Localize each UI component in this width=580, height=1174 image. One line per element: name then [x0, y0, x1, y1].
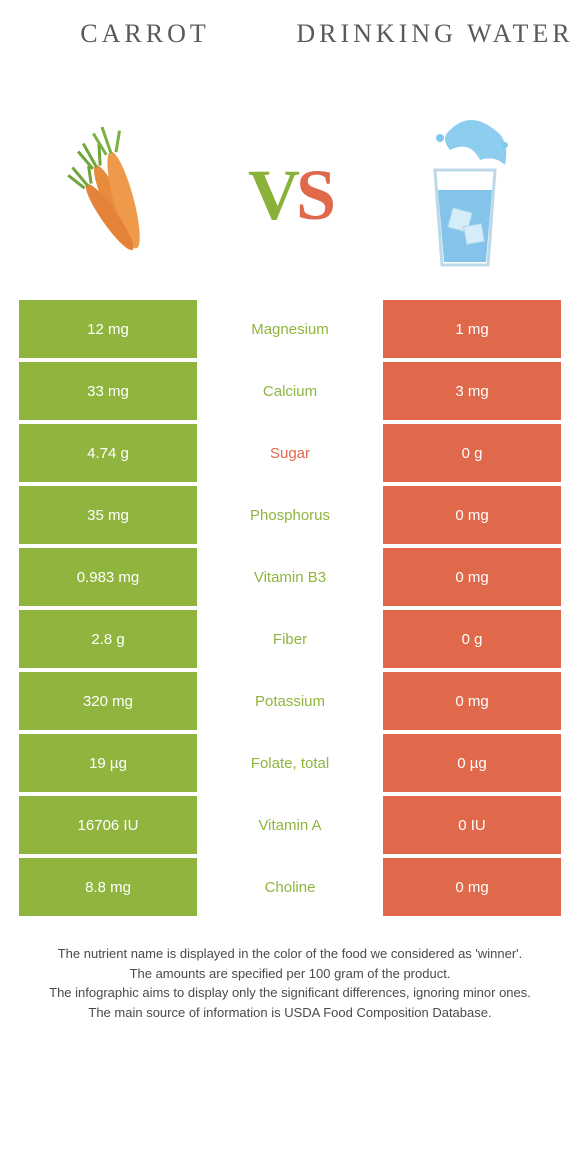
- right-value: 0 g: [383, 610, 561, 668]
- footnote: The nutrient name is displayed in the co…: [30, 944, 550, 1022]
- table-row: 8.8 mgCholine0 mg: [19, 858, 561, 916]
- table-row: 16706 IUVitamin A0 IU: [19, 796, 561, 854]
- vs-s-letter: S: [296, 155, 332, 235]
- carrot-image: [40, 120, 190, 270]
- nutrient-name: Phosphorus: [197, 486, 383, 544]
- left-value: 19 µg: [19, 734, 197, 792]
- table-row: 33 mgCalcium3 mg: [19, 362, 561, 420]
- table-row: 12 mgMagnesium1 mg: [19, 300, 561, 358]
- left-value: 8.8 mg: [19, 858, 197, 916]
- right-value: 0 IU: [383, 796, 561, 854]
- vs-label: VS: [248, 154, 332, 237]
- table-row: 19 µgFolate, total0 µg: [19, 734, 561, 792]
- left-food-title: Carrot: [0, 18, 290, 49]
- footnote-line: The amounts are specified per 100 gram o…: [30, 964, 550, 984]
- left-value: 2.8 g: [19, 610, 197, 668]
- water-image: [390, 120, 540, 270]
- right-food-title: Drinking Water: [290, 18, 580, 49]
- nutrient-name: Potassium: [197, 672, 383, 730]
- right-value: 0 mg: [383, 672, 561, 730]
- right-value: 0 mg: [383, 548, 561, 606]
- right-value: 0 mg: [383, 858, 561, 916]
- nutrient-table: 12 mgMagnesium1 mg33 mgCalcium3 mg4.74 g…: [19, 300, 561, 916]
- table-row: 320 mgPotassium0 mg: [19, 672, 561, 730]
- left-value: 320 mg: [19, 672, 197, 730]
- footnote-line: The main source of information is USDA F…: [30, 1003, 550, 1023]
- footnote-line: The nutrient name is displayed in the co…: [30, 944, 550, 964]
- nutrient-name: Choline: [197, 858, 383, 916]
- left-value: 35 mg: [19, 486, 197, 544]
- right-value: 0 µg: [383, 734, 561, 792]
- nutrient-name: Sugar: [197, 424, 383, 482]
- table-row: 2.8 gFiber0 g: [19, 610, 561, 668]
- left-value: 33 mg: [19, 362, 197, 420]
- nutrient-name: Folate, total: [197, 734, 383, 792]
- vs-v-letter: V: [248, 155, 296, 235]
- table-row: 4.74 gSugar0 g: [19, 424, 561, 482]
- left-value: 0.983 mg: [19, 548, 197, 606]
- left-value: 12 mg: [19, 300, 197, 358]
- nutrient-name: Vitamin A: [197, 796, 383, 854]
- right-value: 0 g: [383, 424, 561, 482]
- footnote-line: The infographic aims to display only the…: [30, 983, 550, 1003]
- right-value: 1 mg: [383, 300, 561, 358]
- nutrient-name: Vitamin B3: [197, 548, 383, 606]
- right-value: 0 mg: [383, 486, 561, 544]
- left-value: 16706 IU: [19, 796, 197, 854]
- left-value: 4.74 g: [19, 424, 197, 482]
- table-row: 0.983 mgVitamin B30 mg: [19, 548, 561, 606]
- nutrient-name: Calcium: [197, 362, 383, 420]
- nutrient-name: Fiber: [197, 610, 383, 668]
- nutrient-name: Magnesium: [197, 300, 383, 358]
- table-row: 35 mgPhosphorus0 mg: [19, 486, 561, 544]
- right-value: 3 mg: [383, 362, 561, 420]
